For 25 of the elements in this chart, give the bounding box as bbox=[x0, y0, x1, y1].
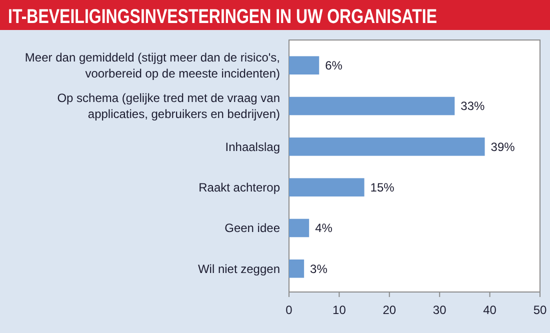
data-label: 3% bbox=[310, 262, 328, 276]
y-tick-label: Geen idee bbox=[224, 221, 280, 236]
data-label: 39% bbox=[490, 140, 516, 154]
bar bbox=[289, 178, 364, 196]
data-label: 15% bbox=[370, 180, 395, 195]
x-tick-label: 30 bbox=[432, 303, 447, 317]
y-tick-label: Meer dan gemiddeld (stijgt meer dan de risico's, voorbereid op de meeste incidenten) bbox=[24, 50, 280, 81]
bar bbox=[289, 138, 485, 156]
y-tick-label: Wil niet zeggen bbox=[198, 262, 280, 276]
x-tick-label: 40 bbox=[483, 303, 497, 317]
data-label: 6% bbox=[325, 58, 343, 73]
x-tick-label: 20 bbox=[382, 303, 396, 317]
bar bbox=[289, 260, 304, 278]
data-label: 4% bbox=[315, 221, 333, 236]
bar bbox=[289, 96, 455, 116]
x-tick-label: 50 bbox=[533, 303, 547, 317]
y-tick-label: Raakt achterop bbox=[198, 180, 280, 195]
data-label: 33% bbox=[460, 99, 486, 114]
x-tick-label: 10 bbox=[332, 303, 346, 317]
y-tick-label: Inhaalslag bbox=[225, 140, 280, 154]
chart-title: IT-BEVEILIGINGSINVESTERINGEN IN UW ORGANISATIE bbox=[8, 5, 438, 28]
x-tick-label: 0 bbox=[286, 303, 293, 317]
bar bbox=[289, 218, 310, 238]
y-tick-label: Op schema (gelijke tred met de vraag van applicaties, gebruikers en bedrijven) bbox=[57, 91, 280, 122]
bar bbox=[289, 56, 320, 74]
